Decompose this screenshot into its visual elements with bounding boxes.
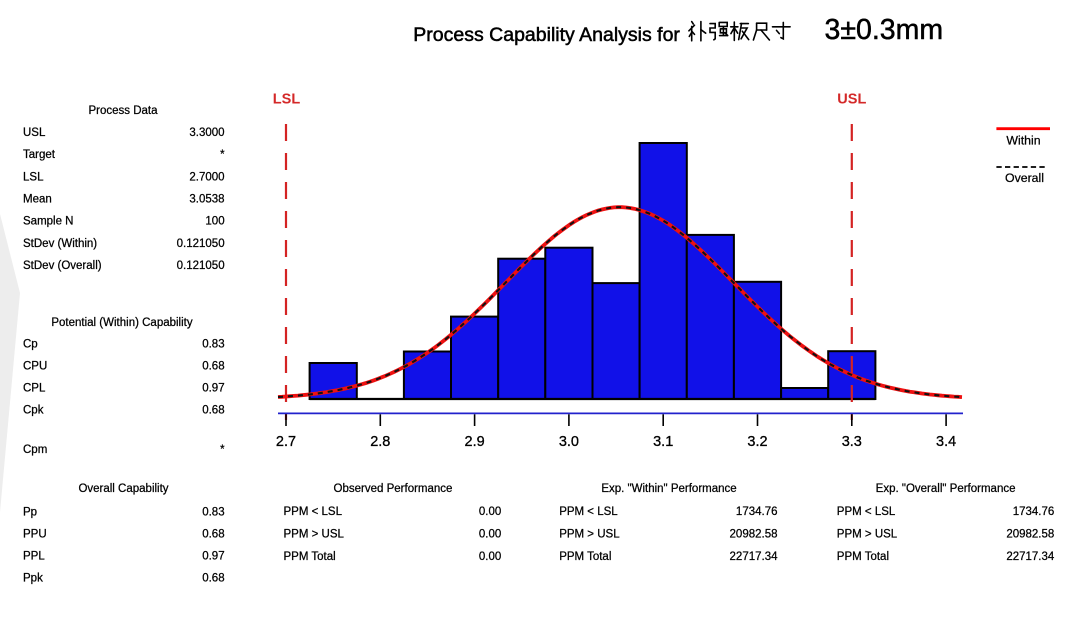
svg-text:1734.76: 1734.76 xyxy=(1013,506,1055,518)
svg-text:PPM < LSL: PPM < LSL xyxy=(559,506,618,518)
svg-text:0.83: 0.83 xyxy=(202,506,224,518)
svg-text:Process Capability Analysis fo: Process Capability Analysis for xyxy=(413,24,680,46)
svg-text:Exp. "Within" Performance: Exp. "Within" Performance xyxy=(601,483,736,495)
svg-text:Overall Capability: Overall Capability xyxy=(78,483,168,495)
svg-text:Pp: Pp xyxy=(23,506,37,518)
svg-text:22717.34: 22717.34 xyxy=(730,551,779,563)
svg-text:20982.58: 20982.58 xyxy=(730,528,778,540)
svg-text:0.68: 0.68 xyxy=(202,404,224,416)
svg-text:StDev (Overall): StDev (Overall) xyxy=(23,260,102,272)
svg-text:CPU: CPU xyxy=(23,361,47,373)
svg-text:Target: Target xyxy=(23,149,56,161)
svg-text:*: * xyxy=(220,444,225,456)
svg-text:PPM < LSL: PPM < LSL xyxy=(837,506,896,518)
svg-text:3.1: 3.1 xyxy=(653,434,673,450)
svg-text:Cp: Cp xyxy=(23,339,38,351)
svg-text:StDev (Within): StDev (Within) xyxy=(23,238,97,250)
svg-text:PPM > USL: PPM > USL xyxy=(284,528,345,540)
svg-text:Ppk: Ppk xyxy=(23,573,43,585)
svg-text:0.68: 0.68 xyxy=(202,573,224,585)
svg-text:Overall: Overall xyxy=(1005,171,1044,185)
svg-text:PPM Total: PPM Total xyxy=(559,551,611,563)
svg-text:3.0538: 3.0538 xyxy=(189,194,224,206)
svg-text:Within: Within xyxy=(1006,134,1040,148)
svg-text:Cpk: Cpk xyxy=(23,404,44,416)
svg-text:PPU: PPU xyxy=(23,529,47,541)
svg-text:22717.34: 22717.34 xyxy=(1006,551,1055,563)
svg-text:3.4: 3.4 xyxy=(936,434,956,450)
svg-text:USL: USL xyxy=(23,127,46,139)
svg-text:Process Data: Process Data xyxy=(88,105,158,117)
svg-text:2.9: 2.9 xyxy=(465,434,485,450)
svg-text:LSL: LSL xyxy=(273,92,301,108)
svg-text:PPM < LSL: PPM < LSL xyxy=(284,506,343,518)
svg-text:LSL: LSL xyxy=(23,171,44,183)
svg-text:0.00: 0.00 xyxy=(479,528,501,540)
svg-text:PPM > USL: PPM > USL xyxy=(837,528,898,540)
svg-text:3.0: 3.0 xyxy=(559,434,579,450)
svg-text:0.68: 0.68 xyxy=(202,529,224,541)
svg-text:PPM Total: PPM Total xyxy=(837,551,889,563)
svg-text:0.83: 0.83 xyxy=(202,339,224,351)
svg-text:2.7: 2.7 xyxy=(276,434,296,450)
svg-text:PPM Total: PPM Total xyxy=(284,551,336,563)
svg-text:0.00: 0.00 xyxy=(479,506,501,518)
svg-text:*: * xyxy=(220,149,225,161)
svg-text:3.3: 3.3 xyxy=(842,434,862,450)
svg-text:20982.58: 20982.58 xyxy=(1006,528,1054,540)
svg-text:3.2: 3.2 xyxy=(747,434,767,450)
svg-text:USL: USL xyxy=(837,92,866,108)
svg-text:3.3000: 3.3000 xyxy=(189,127,224,139)
svg-text:100: 100 xyxy=(205,216,224,228)
svg-text:0.97: 0.97 xyxy=(202,383,224,395)
svg-text:2.7000: 2.7000 xyxy=(189,171,224,183)
svg-text:CPL: CPL xyxy=(23,383,46,395)
svg-text:PPL: PPL xyxy=(23,551,45,563)
svg-text:0.68: 0.68 xyxy=(202,361,224,373)
svg-text:0.00: 0.00 xyxy=(479,551,501,563)
svg-text:PPM > USL: PPM > USL xyxy=(559,528,620,540)
svg-text:0.121050: 0.121050 xyxy=(177,260,225,272)
svg-text:3±0.3mm: 3±0.3mm xyxy=(825,14,944,46)
svg-text:2.8: 2.8 xyxy=(370,434,390,450)
svg-text:Sample N: Sample N xyxy=(23,216,74,228)
svg-text:0.121050: 0.121050 xyxy=(177,238,225,250)
svg-text:1734.76: 1734.76 xyxy=(736,506,778,518)
svg-text:Potential (Within) Capability: Potential (Within) Capability xyxy=(51,317,193,329)
svg-text:Exp. "Overall" Performance: Exp. "Overall" Performance xyxy=(876,483,1016,495)
svg-text:Cpm: Cpm xyxy=(23,444,47,456)
svg-text:Observed Performance: Observed Performance xyxy=(334,483,453,495)
svg-text:0.97: 0.97 xyxy=(202,551,224,563)
svg-text:Mean: Mean xyxy=(23,194,52,206)
